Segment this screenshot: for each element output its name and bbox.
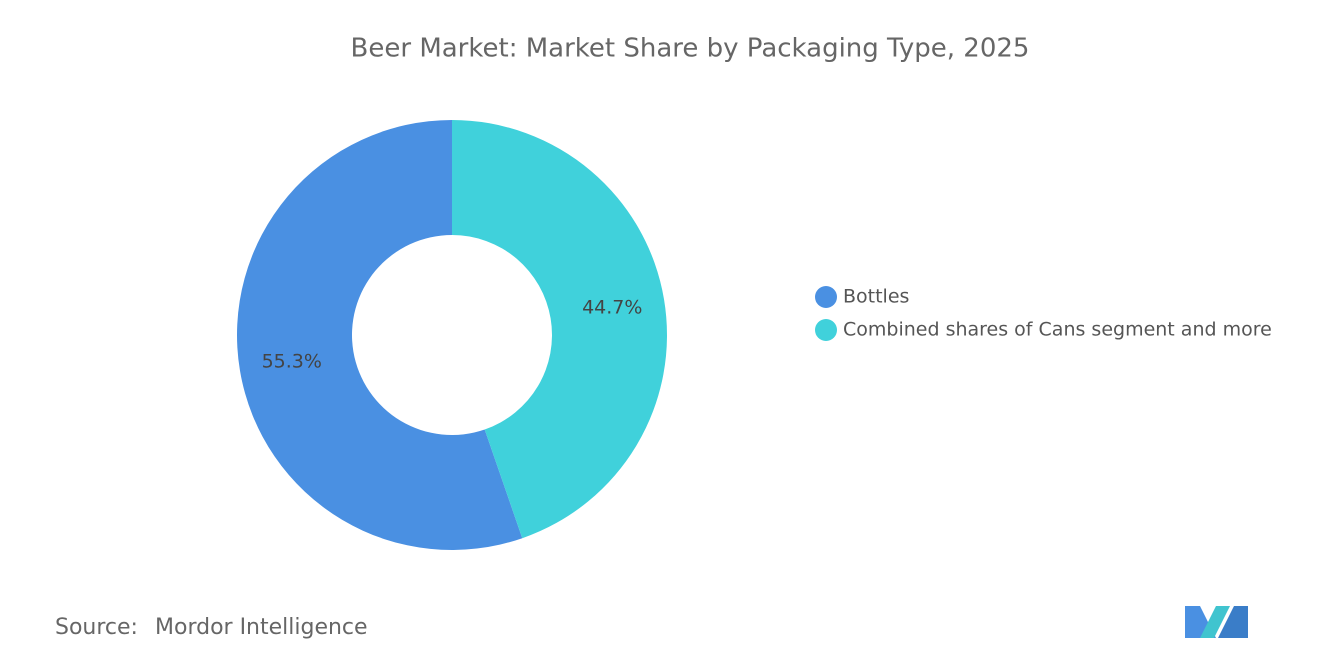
donut-slice [452, 120, 667, 539]
legend-label: Combined shares of Cans segment and more [843, 319, 1272, 341]
legend-marker [815, 286, 837, 308]
logo [1185, 606, 1248, 638]
source-label: Source: [55, 615, 138, 640]
source-text: Mordor Intelligence [155, 615, 368, 640]
donut-slice [236, 120, 523, 551]
value-label: 55.3% [262, 350, 322, 372]
legend-label: Bottles [843, 286, 909, 308]
value-label: 44.7% [582, 297, 642, 319]
chart-title: Beer Market: Market Share by Packaging T… [351, 34, 1030, 64]
legend-marker [815, 319, 837, 341]
